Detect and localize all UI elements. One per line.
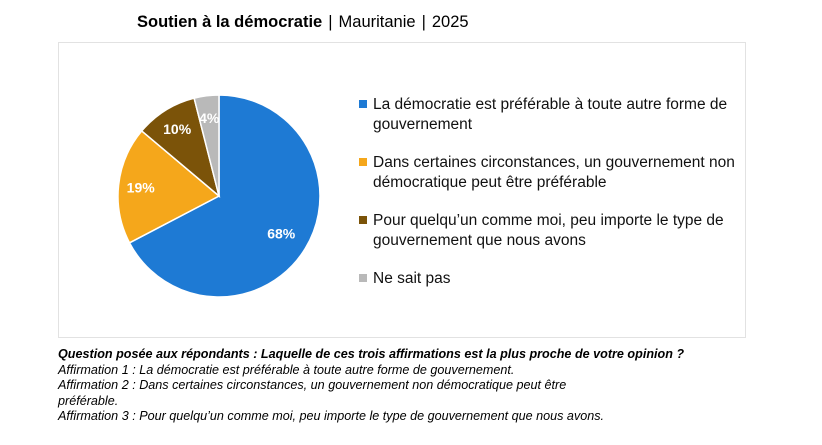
footnote-line: préférable. xyxy=(58,393,119,408)
data-label: 68% xyxy=(267,226,296,242)
legend-swatch xyxy=(359,216,367,224)
legend-item: La démocratie est préférable à toute aut… xyxy=(359,95,744,135)
legend: La démocratie est préférable à toute aut… xyxy=(359,95,744,307)
legend-item: Pour quelqu’un comme moi, peu importe le… xyxy=(359,211,744,251)
title-year: 2025 xyxy=(431,13,469,31)
pie-slice xyxy=(193,94,220,197)
footnote-line: Affirmation 2 : Dans certaines circonsta… xyxy=(58,378,567,392)
legend-swatch xyxy=(359,274,367,282)
legend-label: La démocratie est préférable à toute aut… xyxy=(373,96,728,133)
pie-slice xyxy=(128,94,321,298)
title-separator: | xyxy=(328,13,333,31)
survey-question: Question posée aux répondants : Laquelle… xyxy=(58,347,685,361)
legend-label: Pour quelqu’un comme moi, peu importe le… xyxy=(373,212,724,249)
title-separator: | xyxy=(421,13,426,31)
footnote: Question posée aux répondants : Laquelle… xyxy=(58,347,778,425)
title-country: Mauritanie xyxy=(338,13,416,31)
title-main: Soutien à la démocratie xyxy=(137,13,323,31)
footnote-line: Affirmation 3 : Pour quelqu’un comme moi… xyxy=(58,409,605,423)
legend-item: Ne sait pas xyxy=(359,269,744,289)
footnote-line: Affirmation 1 : La démocratie est préfér… xyxy=(58,362,515,377)
legend-swatch xyxy=(359,100,367,108)
pie-slice xyxy=(117,129,221,244)
legend-swatch xyxy=(359,158,367,166)
legend-label: Dans certaines circonstances, un gouvern… xyxy=(373,154,735,191)
data-label: 10% xyxy=(163,121,192,137)
pie-chart: 68% 19% 10% 4% xyxy=(117,94,321,298)
legend-item: Dans certaines circonstances, un gouvern… xyxy=(359,153,744,193)
data-label: 19% xyxy=(127,179,156,195)
legend-label: Ne sait pas xyxy=(373,270,451,287)
chart-panel: 68% 19% 10% 4% La démocratie est préférable… xyxy=(58,42,746,338)
data-label: 4% xyxy=(199,110,220,126)
chart-title: Soutien à la démocratie | Mauritanie | 2025 xyxy=(137,13,469,37)
